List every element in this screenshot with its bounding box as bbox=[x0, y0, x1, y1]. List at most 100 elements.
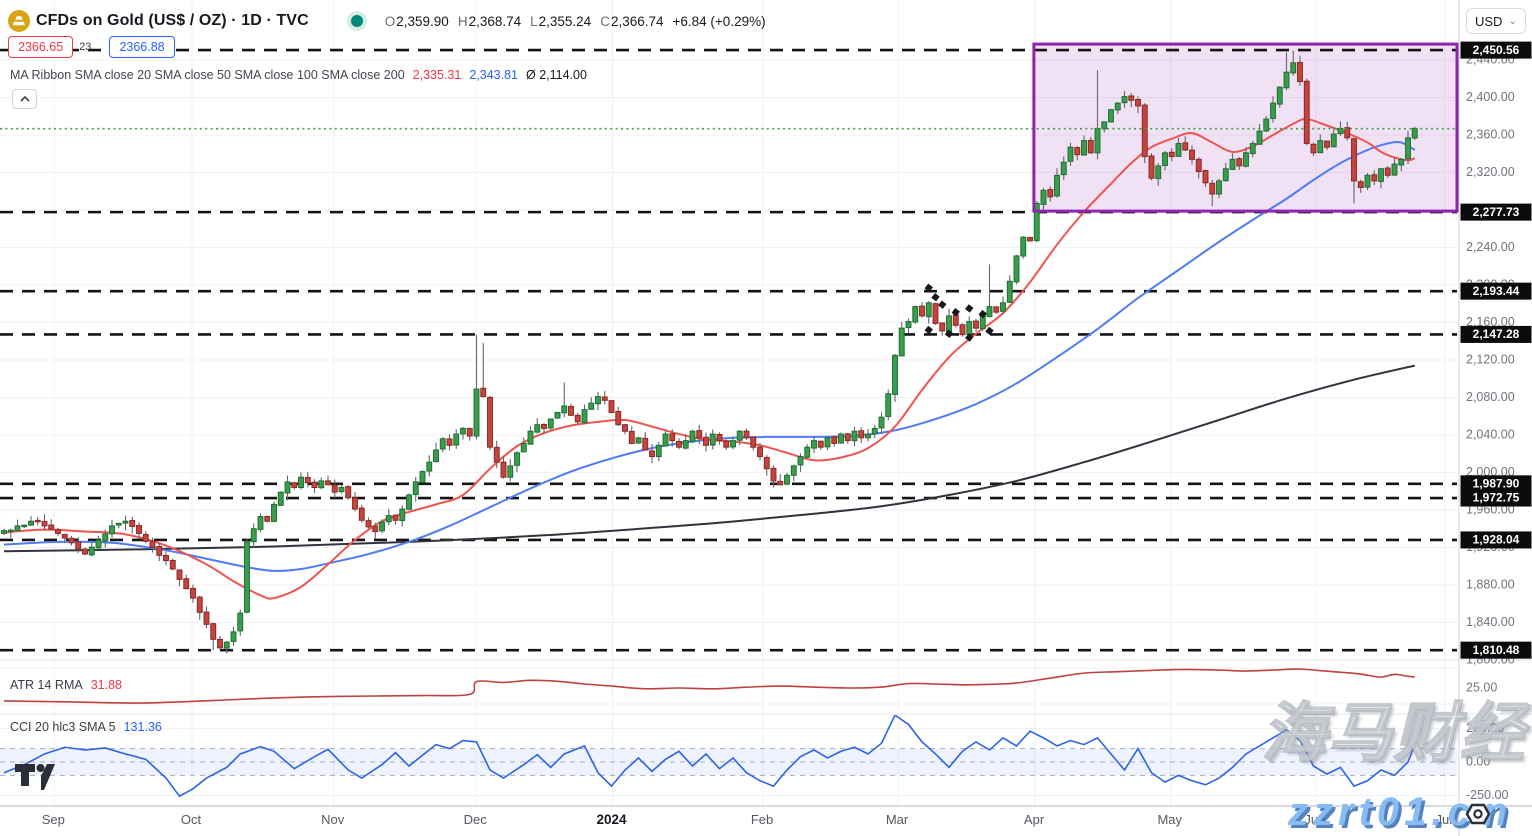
candle bbox=[102, 533, 109, 542]
candle bbox=[163, 554, 169, 562]
candle bbox=[1047, 189, 1054, 198]
red-price-flag[interactable]: 2366.65 bbox=[8, 36, 74, 58]
trend-marker[interactable] bbox=[931, 292, 940, 302]
price-axis-tick: 2,240.00 bbox=[1466, 240, 1515, 254]
tradingview-logo[interactable] bbox=[14, 763, 56, 796]
low-value: 2,355.24 bbox=[538, 13, 592, 29]
candle bbox=[1027, 236, 1033, 242]
time-axis-label: Apr bbox=[1024, 812, 1045, 827]
chart-header: CFDs on Gold (US$ / OZ) · 1D · TVC O 2,35… bbox=[8, 10, 766, 32]
currency-dropdown[interactable]: USD ⌄ bbox=[1466, 8, 1526, 34]
candle bbox=[1283, 71, 1290, 89]
symbol-title[interactable]: CFDs on Gold (US$ / OZ) · 1D · TVC bbox=[36, 12, 309, 29]
candle bbox=[487, 396, 493, 448]
trend-marker[interactable] bbox=[944, 329, 954, 338]
trend-marker[interactable] bbox=[951, 307, 960, 317]
candle bbox=[993, 306, 1000, 313]
change-value: +6.84 (+0.29%) bbox=[672, 13, 766, 29]
candle bbox=[1135, 98, 1141, 107]
candle bbox=[1371, 174, 1378, 182]
candle bbox=[176, 569, 183, 580]
blue-price-flag[interactable]: 2366.88 bbox=[109, 36, 175, 58]
candle bbox=[534, 424, 541, 433]
trend-marker[interactable] bbox=[965, 333, 974, 342]
candle bbox=[1168, 151, 1175, 158]
candle bbox=[649, 450, 655, 458]
cci-label[interactable]: CCI 20 hlc3 SMA 5 bbox=[10, 720, 116, 734]
candle bbox=[1344, 127, 1351, 139]
hidden-price-text: 23 bbox=[79, 41, 92, 53]
candle bbox=[149, 540, 156, 548]
candle bbox=[271, 503, 277, 522]
time-axis-label: Oct bbox=[181, 812, 202, 827]
candle bbox=[1256, 130, 1263, 145]
collapse-legend-button[interactable] bbox=[12, 89, 37, 109]
candle bbox=[473, 388, 480, 437]
candle bbox=[318, 480, 325, 489]
candle bbox=[345, 486, 352, 499]
trend-marker[interactable] bbox=[924, 325, 933, 335]
candle bbox=[777, 480, 784, 486]
candle bbox=[304, 476, 311, 484]
candle bbox=[115, 522, 122, 526]
ma-ribbon-legend: MA Ribbon SMA close 20 SMA close 50 SMA … bbox=[10, 68, 587, 82]
candle bbox=[419, 471, 426, 483]
candle bbox=[770, 467, 777, 482]
candle bbox=[622, 424, 628, 432]
trend-marker[interactable] bbox=[985, 326, 994, 336]
candle bbox=[1236, 158, 1243, 167]
candle bbox=[1384, 167, 1391, 176]
candle bbox=[466, 427, 473, 437]
candle bbox=[1222, 168, 1229, 182]
high-value: 2,368.74 bbox=[468, 13, 522, 29]
candle bbox=[257, 516, 264, 530]
atr-label[interactable]: ATR 14 RMA bbox=[10, 678, 83, 692]
time-axis-label: 2024 bbox=[596, 812, 627, 827]
cci-axis-tick: -250.00 bbox=[1466, 788, 1508, 802]
candle bbox=[277, 491, 284, 506]
candle bbox=[1060, 161, 1067, 176]
candle bbox=[939, 322, 946, 332]
candle bbox=[500, 461, 507, 478]
candle bbox=[784, 474, 790, 485]
candle bbox=[662, 433, 669, 447]
candle bbox=[1290, 62, 1297, 74]
candle bbox=[1249, 142, 1256, 155]
candle bbox=[237, 612, 244, 632]
candle bbox=[973, 320, 979, 329]
candle bbox=[1114, 102, 1121, 111]
candle bbox=[439, 438, 446, 450]
candle bbox=[959, 324, 966, 336]
price-flag-row: 2366.65 23 2366.88 bbox=[8, 36, 175, 58]
highlight-box[interactable] bbox=[1032, 42, 1459, 213]
candle bbox=[82, 548, 88, 555]
candle bbox=[507, 465, 514, 478]
price-level-badge-text: 1,810.48 bbox=[1473, 643, 1520, 657]
candle bbox=[804, 446, 811, 458]
time-axis-label: Nov bbox=[321, 812, 345, 827]
candle bbox=[244, 541, 250, 613]
price-level-badge bbox=[1460, 641, 1532, 659]
candle bbox=[331, 484, 338, 493]
candle bbox=[1040, 189, 1047, 205]
price-level-badge bbox=[1460, 531, 1532, 549]
candle bbox=[311, 481, 318, 488]
trend-marker[interactable] bbox=[978, 309, 987, 319]
sma50-value: 2,343.81 bbox=[469, 68, 518, 82]
market-status-dot[interactable] bbox=[350, 15, 363, 27]
candle bbox=[595, 396, 601, 405]
sma200-line bbox=[3, 364, 1415, 553]
candle bbox=[1081, 140, 1087, 156]
ma-ribbon-label[interactable]: MA Ribbon SMA close 20 SMA close 50 SMA … bbox=[10, 68, 405, 82]
trend-marker[interactable] bbox=[965, 304, 974, 313]
candle bbox=[1351, 138, 1357, 182]
price-axis[interactable] bbox=[1459, 0, 1532, 806]
time-axis[interactable] bbox=[0, 806, 1532, 836]
candle bbox=[1398, 158, 1405, 166]
price-level-badge bbox=[1460, 203, 1532, 221]
open-label: O bbox=[384, 13, 396, 29]
trend-marker[interactable] bbox=[938, 300, 947, 309]
candle bbox=[858, 430, 865, 439]
trend-marker[interactable] bbox=[924, 283, 933, 293]
